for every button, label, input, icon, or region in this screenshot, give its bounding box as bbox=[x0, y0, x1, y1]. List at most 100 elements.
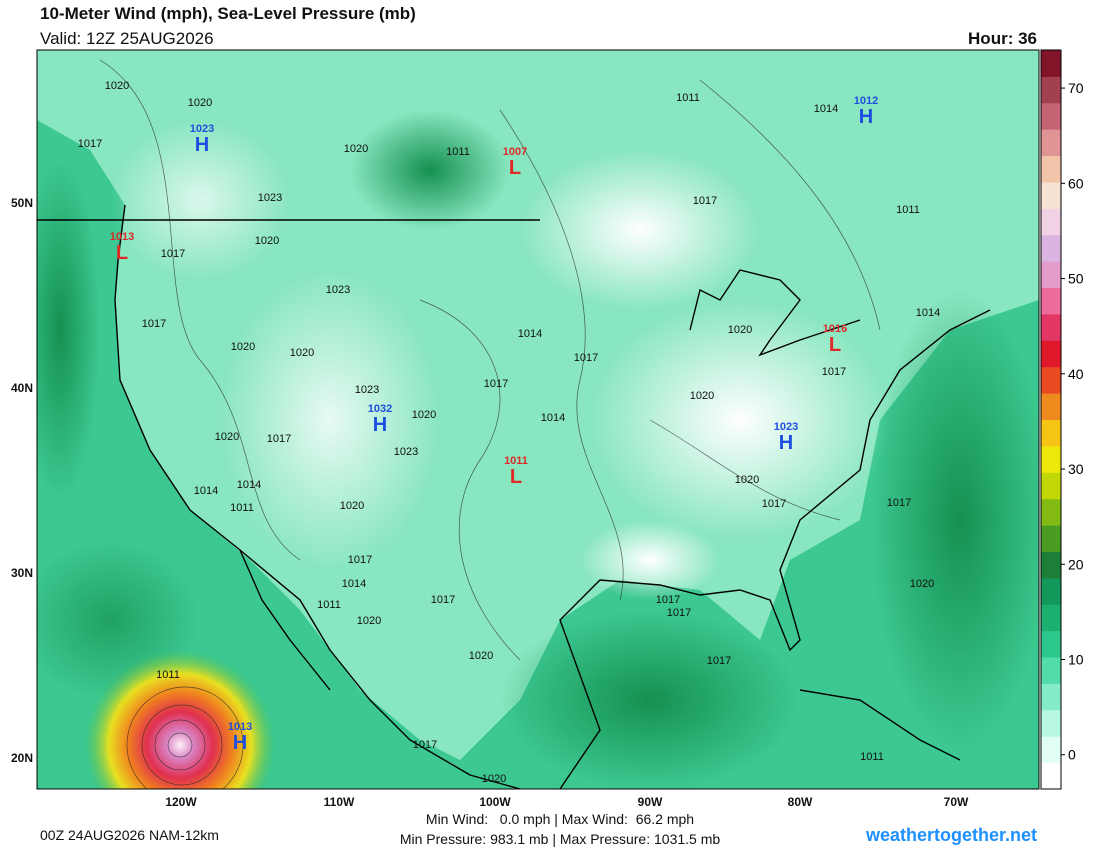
colorbar-band bbox=[1041, 657, 1061, 684]
pressure-center-symbol: L bbox=[510, 466, 522, 488]
colorbar-band bbox=[1041, 445, 1061, 473]
pressure-center-value: 1013 bbox=[110, 231, 134, 243]
colorbar-band bbox=[1041, 261, 1061, 289]
lon-label: 90W bbox=[638, 795, 663, 809]
isobar-label: 1017 bbox=[142, 318, 166, 330]
colorbar-band bbox=[1041, 525, 1061, 552]
isobar-label: 1020 bbox=[690, 390, 714, 402]
colorbar-band bbox=[1041, 551, 1061, 579]
colorbar-band bbox=[1041, 102, 1061, 130]
isobar-label: 1014 bbox=[814, 103, 838, 115]
colorbar-band bbox=[1041, 498, 1061, 526]
isobar-label: 1011 bbox=[156, 669, 180, 681]
pressure-center-symbol: H bbox=[233, 732, 247, 754]
colorbar-label: 40 bbox=[1068, 366, 1084, 382]
isobar-label: 1020 bbox=[357, 615, 381, 627]
colorbar-band bbox=[1041, 155, 1061, 183]
pressure-center-symbol: H bbox=[779, 432, 793, 454]
lat-label: 40N bbox=[11, 381, 33, 395]
colorbar-label: 0 bbox=[1068, 747, 1076, 763]
colorbar-band bbox=[1041, 472, 1061, 500]
isobar-label: 1017 bbox=[267, 433, 291, 445]
pressure-center-value: 1023 bbox=[190, 123, 214, 135]
isobar-label: 1011 bbox=[860, 751, 884, 763]
colorbar-label: 70 bbox=[1068, 80, 1084, 96]
site-link[interactable]: weathertogether.net bbox=[865, 825, 1037, 845]
pressure-center-value: 1011 bbox=[504, 455, 528, 467]
valid-time: Valid: 12Z 25AUG2026 bbox=[40, 29, 214, 48]
colorbar-band bbox=[1041, 630, 1061, 658]
isobar-label: 1014 bbox=[342, 578, 366, 590]
isobar-label: 1020 bbox=[469, 650, 493, 662]
title: 10-Meter Wind (mph), Sea-Level Pressure … bbox=[40, 4, 416, 23]
colorbar-band bbox=[1041, 577, 1061, 605]
forecast-hour: Hour: 36 bbox=[968, 29, 1037, 48]
isobar-label: 1014 bbox=[518, 328, 542, 340]
isobar-label: 1011 bbox=[896, 204, 920, 216]
isobar-label: 1017 bbox=[693, 195, 717, 207]
lat-label: 30N bbox=[11, 566, 33, 580]
colorbar-band bbox=[1041, 366, 1061, 394]
isobar-label: 1020 bbox=[231, 341, 255, 353]
colorbar-band bbox=[1041, 208, 1061, 236]
colorbar-band bbox=[1041, 234, 1061, 262]
pressure-center-symbol: L bbox=[509, 157, 521, 179]
colorbar-band bbox=[1041, 287, 1061, 315]
colorbar-label: 30 bbox=[1068, 461, 1084, 477]
isobar-label: 1017 bbox=[887, 497, 911, 509]
isobar-label: 1014 bbox=[194, 485, 218, 497]
isobar-label: 1017 bbox=[667, 607, 691, 619]
isobar-label: 1014 bbox=[237, 479, 261, 491]
colorbar-band bbox=[1041, 604, 1061, 632]
pressure-center-value: 1013 bbox=[228, 721, 252, 733]
isobar-label: 1023 bbox=[326, 284, 350, 296]
isobar-label: 1017 bbox=[656, 594, 680, 606]
pressure-center-value: 1012 bbox=[854, 95, 878, 107]
colorbar-label: 20 bbox=[1068, 556, 1084, 572]
isobar-label: 1020 bbox=[910, 578, 934, 590]
isobar-label: 1020 bbox=[344, 143, 368, 155]
isobar-label: 1017 bbox=[78, 138, 102, 150]
lat-label: 20N bbox=[11, 751, 33, 765]
colorbar-band bbox=[1041, 129, 1061, 157]
isobar-label: 1020 bbox=[255, 235, 279, 247]
lat-label: 50N bbox=[11, 196, 33, 210]
lon-label: 120W bbox=[165, 795, 197, 809]
isobar-label: 1014 bbox=[916, 307, 940, 319]
colorbar-band bbox=[1041, 709, 1061, 737]
pressure-stats: Min Pressure: 983.1 mb | Max Pressure: 1… bbox=[400, 831, 721, 847]
colorbar-band bbox=[1041, 419, 1061, 447]
colorbar-label: 60 bbox=[1068, 175, 1084, 191]
isobar-label: 1023 bbox=[355, 384, 379, 396]
isobar-label: 1011 bbox=[317, 599, 341, 611]
isobar-label: 1020 bbox=[290, 347, 314, 359]
colorbar-label: 10 bbox=[1068, 651, 1084, 667]
lon-label: 110W bbox=[324, 795, 355, 809]
isobar-label: 1020 bbox=[340, 500, 364, 512]
map bbox=[37, 50, 1039, 789]
colorbar-band bbox=[1041, 762, 1061, 790]
pressure-center-symbol: H bbox=[373, 414, 387, 436]
colorbar-band bbox=[1041, 683, 1061, 711]
isobar-label: 1020 bbox=[735, 474, 759, 486]
isobar-label: 1017 bbox=[707, 655, 731, 667]
isobar-label: 1011 bbox=[676, 92, 700, 104]
isobar-label: 1017 bbox=[822, 366, 846, 378]
isobar-label: 1023 bbox=[258, 192, 282, 204]
colorbar-label: 50 bbox=[1068, 271, 1084, 287]
isobar-label: 1023 bbox=[394, 446, 418, 458]
pressure-center-value: 1007 bbox=[503, 146, 527, 158]
wind-stats: Min Wind: 0.0 mph | Max Wind: 66.2 mph bbox=[426, 811, 694, 827]
isobar-label: 1017 bbox=[348, 554, 372, 566]
colorbar-band bbox=[1041, 736, 1061, 764]
isobar-label: 1011 bbox=[446, 146, 470, 158]
isobar-label: 1020 bbox=[188, 97, 212, 109]
isobar-label: 1017 bbox=[413, 739, 437, 751]
colorbar-band bbox=[1041, 50, 1061, 77]
isobar-label: 1017 bbox=[161, 248, 185, 260]
isobar-label: 1020 bbox=[105, 80, 129, 92]
colorbar-band bbox=[1041, 313, 1061, 341]
isobar-label: 1020 bbox=[728, 324, 752, 336]
colorbar-frame bbox=[1040, 49, 1062, 790]
